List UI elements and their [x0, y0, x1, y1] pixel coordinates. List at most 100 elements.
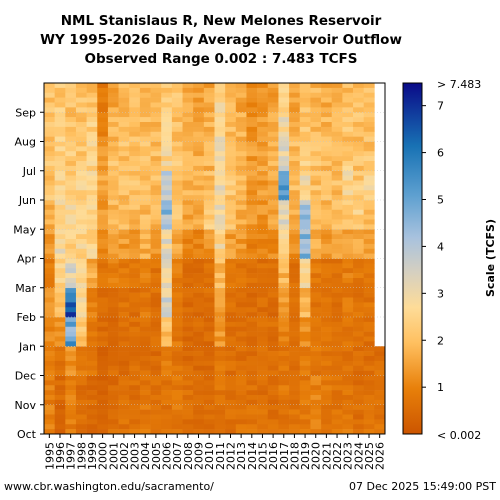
heatmap-cell — [193, 122, 205, 128]
heatmap-cell — [342, 404, 354, 410]
heatmap-cell — [289, 136, 301, 142]
heatmap-cell — [193, 83, 205, 89]
heatmap-cell — [246, 341, 258, 347]
heatmap-cell — [363, 165, 375, 172]
heatmap-cell — [299, 136, 311, 142]
heatmap-cell — [342, 136, 354, 142]
heatmap-cell — [214, 175, 226, 181]
heatmap-cell — [353, 268, 364, 274]
heatmap-cell — [342, 87, 354, 94]
heatmap-cell — [182, 268, 194, 274]
heatmap-cell — [193, 404, 205, 410]
heatmap-cell — [342, 331, 354, 337]
heatmap-cell — [54, 419, 66, 425]
heatmap-cell — [129, 126, 141, 133]
heatmap-cell — [44, 234, 55, 240]
heatmap-cell — [257, 239, 269, 245]
heatmap-cell — [139, 273, 151, 279]
heatmap-cell — [214, 282, 226, 289]
heatmap-cell — [214, 414, 226, 420]
heatmap-cell — [267, 346, 279, 352]
heatmap-cell — [214, 102, 226, 108]
heatmap-cell — [75, 170, 87, 176]
heatmap-cell — [107, 302, 119, 308]
heatmap-cell — [129, 380, 141, 386]
heatmap-cell — [342, 278, 354, 284]
heatmap-cell — [342, 419, 354, 425]
heatmap-cell — [363, 122, 375, 128]
heatmap-cell — [75, 224, 87, 230]
heatmap-cell — [257, 287, 269, 293]
heatmap-cell — [107, 239, 119, 245]
heatmap-cell — [310, 312, 322, 318]
heatmap-cell — [267, 307, 279, 313]
heatmap-cell — [321, 409, 333, 415]
heatmap-cell — [278, 375, 290, 381]
heatmap-cell — [139, 312, 151, 318]
heatmap-cell — [97, 165, 109, 172]
heatmap-cell — [289, 395, 301, 401]
heatmap-cell — [65, 317, 77, 323]
heatmap-cell — [353, 395, 364, 401]
heatmap-cell — [75, 317, 87, 323]
colorbar-tick-label: 3 — [437, 287, 444, 300]
heatmap-cell — [321, 336, 333, 342]
heatmap-cell — [65, 209, 77, 215]
heatmap-cell — [129, 287, 141, 293]
heatmap-cell — [44, 209, 55, 215]
heatmap-cell — [171, 375, 183, 381]
x-tick-label: 2003 — [129, 442, 142, 470]
heatmap-cell — [171, 190, 183, 196]
heatmap-cell — [278, 243, 290, 250]
heatmap-cell — [363, 346, 375, 352]
heatmap-cell — [299, 395, 311, 401]
heatmap-cell — [299, 282, 311, 289]
heatmap-cell — [107, 312, 119, 318]
heatmap-cell — [44, 317, 55, 323]
heatmap-cell — [193, 365, 205, 371]
heatmap-cell — [65, 356, 77, 362]
heatmap-cell — [310, 326, 322, 332]
heatmap-cell — [65, 200, 77, 206]
heatmap-cell — [182, 258, 194, 264]
heatmap-cell — [75, 419, 87, 425]
heatmap-cell — [171, 331, 183, 337]
heatmap-cell — [235, 307, 247, 313]
heatmap-cell — [54, 409, 66, 415]
heatmap-cell — [267, 243, 279, 250]
heatmap-cell — [193, 180, 205, 186]
colorbar-max-label: > 7.483 — [437, 78, 481, 91]
heatmap-cell — [235, 292, 247, 298]
heatmap-cell — [139, 214, 151, 220]
heatmap-cell — [299, 341, 311, 347]
heatmap-cell — [118, 331, 130, 337]
heatmap-cell — [97, 263, 109, 269]
heatmap-cell — [331, 234, 343, 240]
heatmap-cell — [86, 292, 98, 298]
x-tick-label: 1998 — [75, 442, 88, 470]
heatmap-cell — [289, 83, 301, 89]
heatmap-cell — [182, 351, 194, 357]
heatmap-cell — [310, 122, 322, 128]
heatmap-cell — [129, 87, 141, 94]
heatmap-cell — [353, 239, 364, 245]
heatmap-cell — [321, 395, 333, 401]
x-tick-label: 2020 — [310, 442, 323, 470]
heatmap-cell — [86, 360, 98, 367]
heatmap-cell — [65, 126, 77, 133]
heatmap-cell — [203, 161, 215, 167]
heatmap-cell — [342, 287, 354, 293]
heatmap-cell — [150, 122, 162, 128]
heatmap-cell — [289, 292, 301, 298]
heatmap-cell — [214, 161, 226, 167]
heatmap-cell — [310, 321, 322, 328]
heatmap-cell — [310, 404, 322, 410]
heatmap-cell — [353, 195, 364, 201]
heatmap-cell — [182, 146, 194, 152]
heatmap-cell — [118, 214, 130, 220]
heatmap-cell — [353, 331, 364, 337]
heatmap-cell — [150, 317, 162, 323]
heatmap-cell — [235, 278, 247, 284]
heatmap-cell — [225, 234, 237, 240]
y-tick-label: Nov — [15, 399, 37, 412]
